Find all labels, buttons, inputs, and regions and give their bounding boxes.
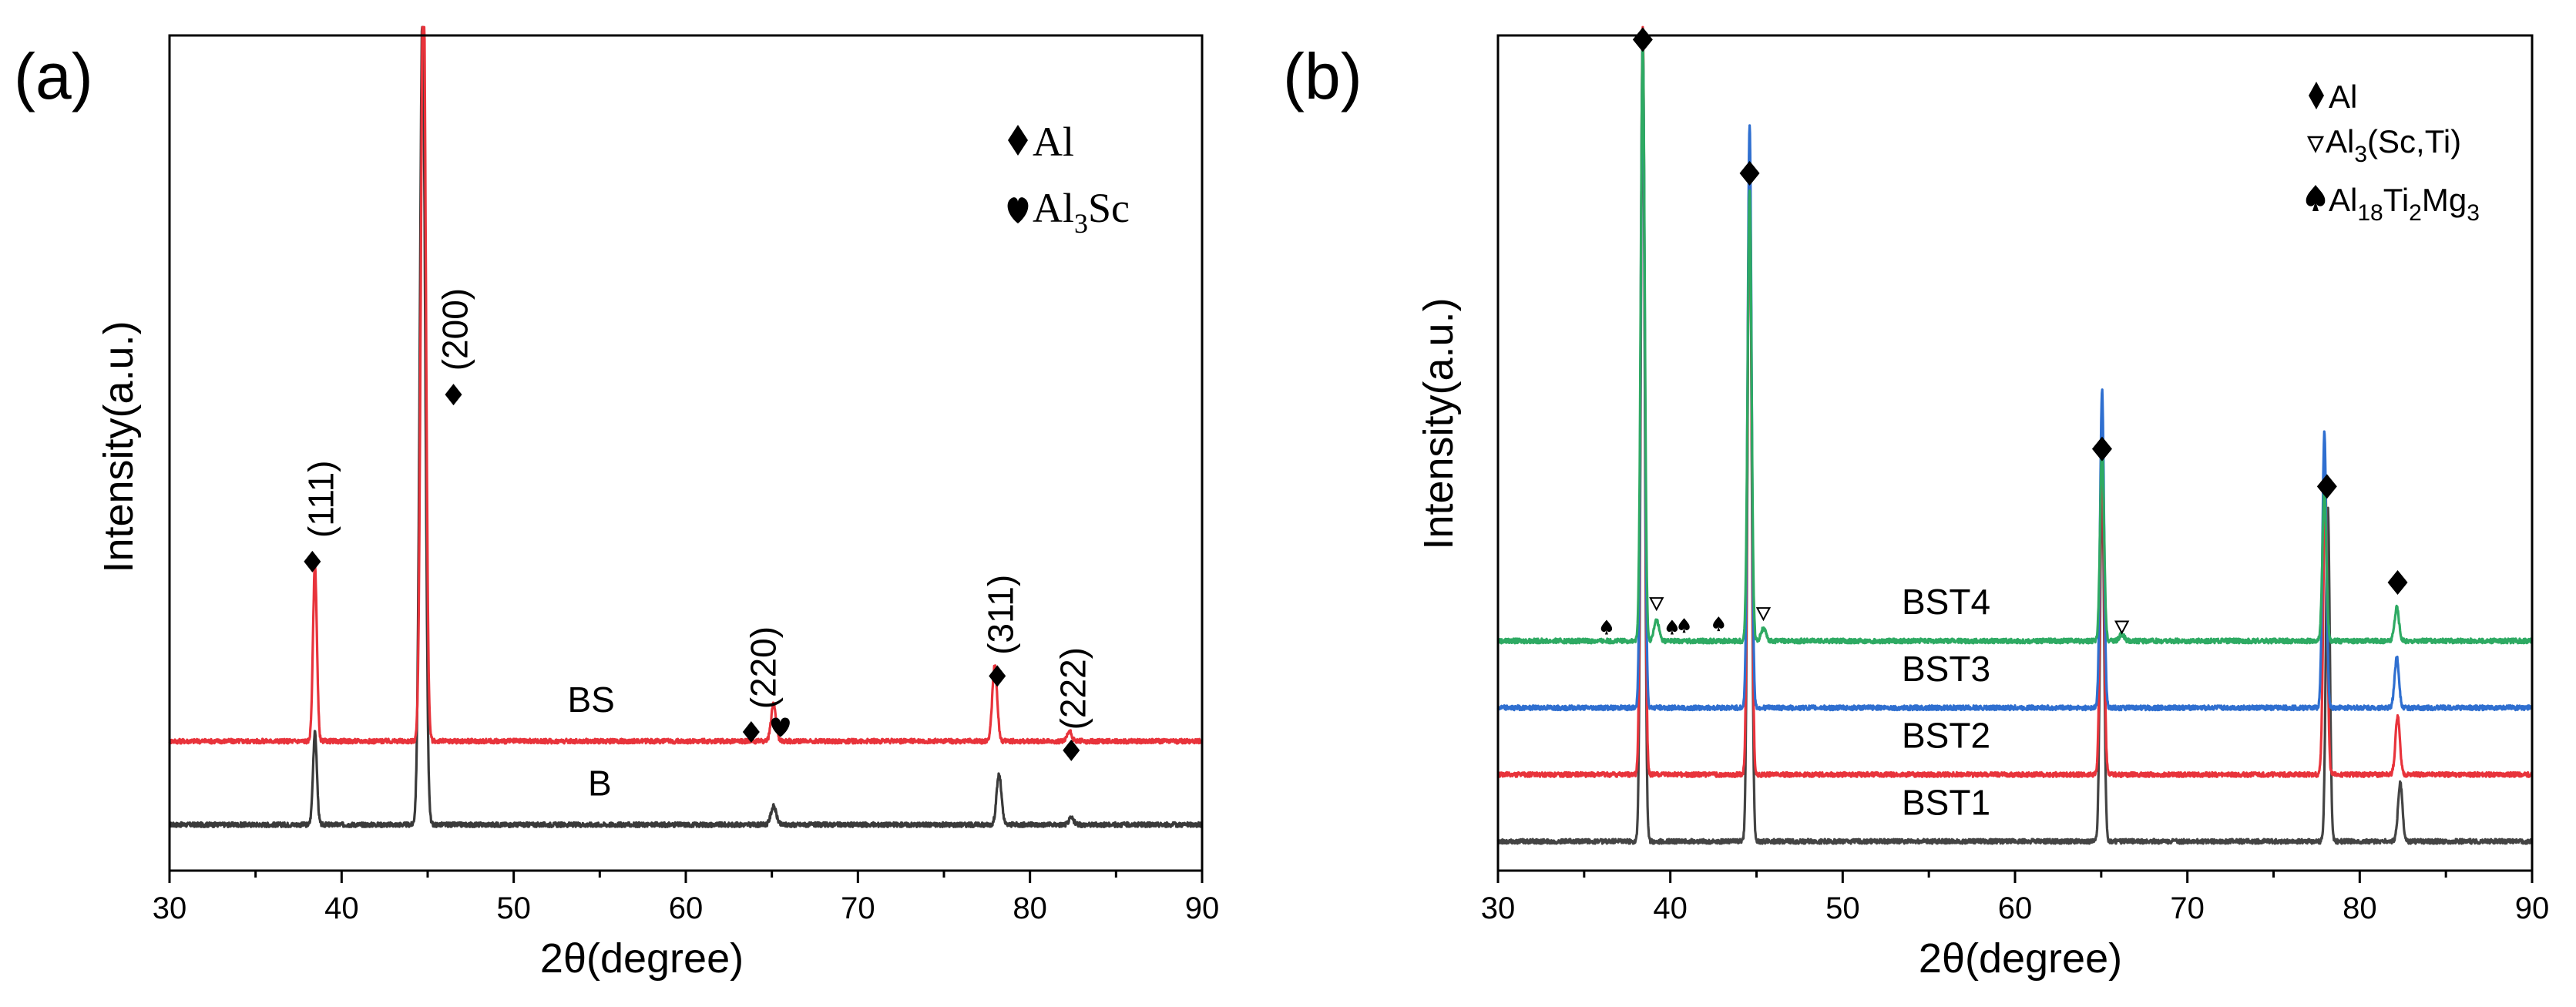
spade-marker-icon bbox=[1678, 618, 1690, 633]
legend-a: Al Al3Sc bbox=[1007, 119, 1130, 239]
x-tick-label: 60 bbox=[669, 891, 704, 925]
peak-index-label: (111) bbox=[301, 461, 341, 539]
diamond-marker-icon bbox=[304, 550, 321, 572]
legend-entry-al: Al bbox=[2329, 79, 2357, 115]
legend-spade-icon bbox=[2306, 185, 2326, 211]
peak-index-label: (311) bbox=[981, 575, 1021, 655]
x-axis-title-a: 2θ(degree) bbox=[540, 935, 744, 982]
x-tick-label: 80 bbox=[1013, 891, 1047, 925]
spade-marker-icon bbox=[1666, 619, 1678, 635]
x-axis-title-b: 2θ(degree) bbox=[1919, 935, 2122, 982]
x-tick-label: 80 bbox=[2343, 891, 2377, 925]
panel-label-b: (b) bbox=[1283, 40, 1362, 112]
peak-index-label: (200) bbox=[435, 288, 475, 371]
axes-frame-b bbox=[1496, 34, 2534, 872]
peak-index-label: (220) bbox=[744, 626, 784, 709]
diamond-marker-icon bbox=[445, 384, 462, 406]
spade-marker-icon bbox=[1713, 616, 1725, 632]
diamond-marker-icon bbox=[1739, 160, 1760, 186]
x-ticks-a: 30 40 50 60 70 80 90 bbox=[153, 871, 1220, 925]
legend-entry-al: Al bbox=[1033, 119, 1074, 165]
x-ticks-b: 30 40 50 60 70 80 90 bbox=[1481, 871, 2550, 925]
series-line-bst1 bbox=[1496, 45, 2534, 845]
panel-a: (a) Intensity(a.u.) 2θ(degree) B BS (111) (… bbox=[14, 25, 1220, 982]
diamond-marker-icon bbox=[2091, 436, 2112, 462]
series-line-b bbox=[168, 25, 1204, 829]
legend-diamond-icon bbox=[1008, 125, 1028, 156]
triangle-marker-icon bbox=[2114, 620, 2130, 635]
series-label-bs: BS bbox=[567, 680, 614, 720]
x-tick-label: 50 bbox=[496, 891, 531, 925]
series-line-bst3 bbox=[1496, 38, 2534, 712]
x-tick-label: 70 bbox=[2170, 891, 2205, 925]
x-tick-label: 60 bbox=[1998, 891, 2033, 925]
diamond-marker-icon bbox=[1632, 27, 1653, 52]
legend-entry-al18ti2mg3: Al18Ti2Mg3 bbox=[2329, 182, 2480, 226]
x-tick-label: 30 bbox=[153, 891, 187, 925]
legend-heart-icon bbox=[1007, 197, 1029, 223]
series-label-bst3: BST3 bbox=[1902, 649, 1990, 689]
series-line-bst4 bbox=[1496, 40, 2534, 645]
series-label-bst4: BST4 bbox=[1902, 582, 1990, 622]
series-line-bs bbox=[168, 25, 1204, 745]
legend-triangle-icon bbox=[2306, 136, 2325, 153]
y-axis-title-a: Intensity(a.u.) bbox=[96, 321, 142, 572]
series-label-bst2: BST2 bbox=[1902, 716, 1990, 756]
heart-marker-icon bbox=[771, 717, 790, 737]
x-tick-label: 30 bbox=[1481, 891, 1516, 925]
legend-b: Al Al3(Sc,Ti) Al18Ti2Mg3 bbox=[2306, 79, 2480, 226]
x-tick-label: 70 bbox=[841, 891, 875, 925]
panel-label-a: (a) bbox=[14, 40, 93, 112]
diamond-marker-icon bbox=[742, 721, 760, 744]
x-tick-label: 90 bbox=[2515, 891, 2550, 925]
legend-entry-al3sc: Al3Sc bbox=[1033, 185, 1130, 239]
series-label-bst1: BST1 bbox=[1902, 782, 1990, 822]
legend-diamond-icon bbox=[2309, 82, 2324, 109]
triangle-marker-icon bbox=[1649, 597, 1664, 612]
plot-area-a: B BS (111) (200) (220) (311) (222) bbox=[168, 25, 1204, 829]
diamond-marker-icon bbox=[1063, 739, 1080, 761]
peak-index-label: (222) bbox=[1053, 647, 1093, 730]
triangle-marker-icon bbox=[1755, 607, 1772, 622]
series-label-b: B bbox=[588, 763, 612, 803]
spade-marker-icon bbox=[1600, 619, 1613, 635]
legend-entry-al3scti: Al3(Sc,Ti) bbox=[2326, 123, 2461, 167]
diamond-marker-icon bbox=[989, 665, 1006, 687]
panel-b: (b) Intensity(a.u.) 2θ(degree) BST1BST2B… bbox=[1283, 25, 2550, 982]
x-tick-label: 50 bbox=[1825, 891, 1860, 925]
y-axis-title-b: Intensity(a.u.) bbox=[1416, 297, 1462, 549]
x-tick-label: 90 bbox=[1185, 891, 1220, 925]
diamond-marker-icon bbox=[2387, 570, 2408, 596]
x-tick-label: 40 bbox=[324, 891, 359, 925]
diamond-marker-icon bbox=[2316, 474, 2337, 499]
series-line-bst2 bbox=[1496, 25, 2534, 778]
x-tick-label: 40 bbox=[1653, 891, 1688, 925]
plot-area-b: BST1 BST2 BST3 BST4 bbox=[1496, 25, 2534, 845]
